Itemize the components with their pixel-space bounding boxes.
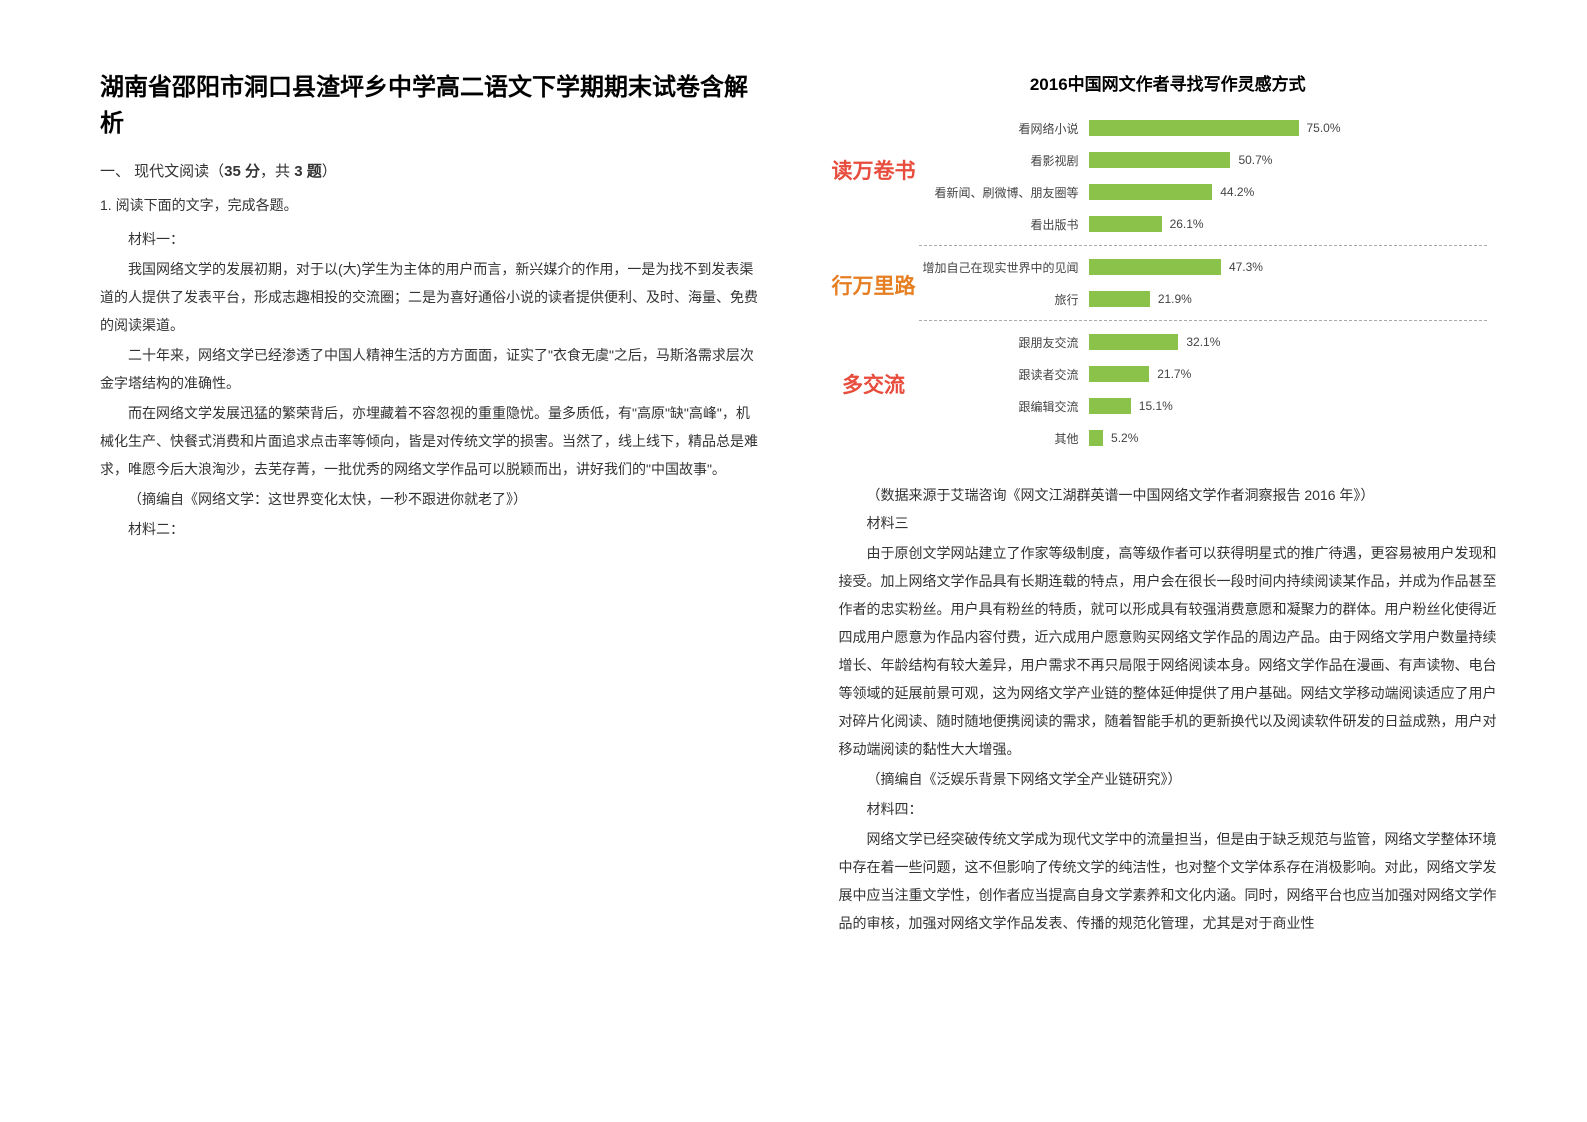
chart-category-label: 看网络小说 [919, 120, 1089, 137]
section-heading: 一、 现代文阅读（35 分，共 3 题） [100, 160, 759, 181]
chart-bar-wrap: 32.1% [1089, 334, 1488, 350]
chart-bar-wrap: 44.2% [1089, 184, 1488, 200]
chart-value-label: 47.3% [1229, 260, 1263, 274]
chart-category-label: 旅行 [919, 291, 1089, 308]
chart-row: 跟读者交流 21.7% [919, 359, 1488, 389]
material-3-label: 材料三 [839, 509, 1498, 537]
chart-value-label: 21.9% [1158, 292, 1192, 306]
chart-bar [1089, 120, 1299, 136]
chart-category-label: 跟编辑交流 [919, 398, 1089, 415]
chart-bar [1089, 366, 1150, 382]
chart-group: 多交流跟朋友交流32.1%跟读者交流21.7%跟编辑交流15.1%其他5.2% [839, 327, 1488, 453]
chart-divider [919, 245, 1488, 246]
material-1-label: 材料一： [100, 225, 759, 253]
section-mid: ，共 [260, 163, 294, 180]
chart-row: 跟编辑交流 15.1% [919, 391, 1488, 421]
chart-category-label: 看新闻、刷微博、朋友圈等 [919, 184, 1089, 201]
section-count: 3 题 [294, 163, 322, 180]
chart-row: 看网络小说 75.0% [919, 113, 1488, 143]
bar-chart: 读万卷书看网络小说75.0%看影视剧50.7%看新闻、刷微博、朋友圈等44.2%… [839, 113, 1498, 465]
material-3-source: （摘编自《泛娱乐背景下网络文学全产业链研究》） [839, 765, 1498, 793]
material-1-paragraph-3: 而在网络文学发展迅猛的繁荣背后，亦埋藏着不容忽视的重重隐忧。量多质低，有"高原"… [100, 399, 759, 483]
chart-value-label: 32.1% [1186, 335, 1220, 349]
chart-value-label: 15.1% [1139, 399, 1173, 413]
chart-bar-wrap: 47.3% [1089, 259, 1488, 275]
chart-bar-wrap: 26.1% [1089, 216, 1488, 232]
chart-bar [1089, 334, 1179, 350]
chart-divider [919, 320, 1488, 321]
chart-value-label: 44.2% [1220, 185, 1254, 199]
material-4-label: 材料四： [839, 795, 1498, 823]
chart-bar [1089, 398, 1131, 414]
chart-bar-wrap: 50.7% [1089, 152, 1488, 168]
chart-value-label: 50.7% [1238, 153, 1272, 167]
chart-bar-wrap: 15.1% [1089, 398, 1488, 414]
material-4-paragraph-1: 网络文学已经突破传统文学成为现代文学中的流量担当，但是由于缺乏规范与监管，网络文… [839, 825, 1498, 937]
chart-category-label: 看影视剧 [919, 152, 1089, 169]
chart-bar-wrap: 5.2% [1089, 430, 1488, 446]
chart-value-label: 5.2% [1111, 431, 1138, 445]
chart-group-label: 读万卷书 [829, 155, 919, 185]
chart-category-label: 看出版书 [919, 216, 1089, 233]
chart-bar [1089, 184, 1213, 200]
chart-row: 看影视剧 50.7% [919, 145, 1488, 175]
chart-row: 增加自己在现实世界中的见闻 47.3% [919, 252, 1488, 282]
right-column: 2016中国网文作者寻找写作灵感方式 读万卷书 看网络小说 75.0% 看影视剧 50.… [799, 70, 1498, 1082]
chart-bar [1089, 430, 1104, 446]
chart-value-label: 75.0% [1307, 121, 1341, 135]
question-1-label: 1. 阅读下面的文字，完成各题。 [100, 195, 759, 215]
material-1-source: （摘编自《网络文学：这世界变化太快，一秒不跟进你就老了》） [100, 485, 759, 513]
chart-group: 行万里路增加自己在现实世界中的见闻47.3%旅行21.9% [839, 252, 1488, 314]
chart-group-label: 行万里路 [829, 270, 919, 300]
chart-bar-wrap: 21.7% [1089, 366, 1488, 382]
section-score: 35 分 [224, 163, 260, 180]
material-3-paragraph-1: 由于原创文学网站建立了作家等级制度，高等级作者可以获得明星式的推广待遇，更容易被… [839, 539, 1498, 763]
chart-bar-wrap: 21.9% [1089, 291, 1488, 307]
document-title: 湖南省邵阳市洞口县渣坪乡中学高二语文下学期期末试卷含解析 [100, 70, 759, 142]
chart-category-label: 跟朋友交流 [919, 334, 1089, 351]
chart-value-label: 26.1% [1170, 217, 1204, 231]
chart-row: 跟朋友交流 32.1% [919, 327, 1488, 357]
material-1-paragraph-1: 我国网络文学的发展初期，对于以(大)学生为主体的用户而言，新兴媒介的作用，一是为… [100, 255, 759, 339]
chart-bar [1089, 259, 1221, 275]
chart-title: 2016中国网文作者寻找写作灵感方式 [839, 70, 1498, 95]
chart-row: 看新闻、刷微博、朋友圈等 44.2% [919, 177, 1488, 207]
chart-group-label: 多交流 [829, 369, 919, 399]
material-1-paragraph-2: 二十年来，网络文学已经渗透了中国人精神生活的方方面面，证实了"衣食无虞"之后，马… [100, 341, 759, 397]
material-2-label: 材料二： [100, 515, 759, 543]
chart-row: 看出版书 26.1% [919, 209, 1488, 239]
chart-bar [1089, 291, 1150, 307]
section-suffix: ） [322, 163, 337, 180]
chart-category-label: 其他 [919, 430, 1089, 447]
chart-bar-wrap: 75.0% [1089, 120, 1488, 136]
chart-bar [1089, 152, 1231, 168]
left-column: 湖南省邵阳市洞口县渣坪乡中学高二语文下学期期末试卷含解析 一、 现代文阅读（35… [100, 70, 799, 1082]
chart-bar [1089, 216, 1162, 232]
section-prefix: 一、 现代文阅读（ [100, 163, 224, 180]
chart-category-label: 增加自己在现实世界中的见闻 [919, 259, 1089, 276]
chart-group: 读万卷书看网络小说75.0%看影视剧50.7%看新闻、刷微博、朋友圈等44.2%… [839, 113, 1488, 239]
chart-value-label: 21.7% [1157, 367, 1191, 381]
chart-row: 旅行 21.9% [919, 284, 1488, 314]
chart-source: （数据来源于艾瑞咨询《网文江湖群英谱一中国网络文学作者洞察报告 2016 年》） [839, 481, 1498, 509]
chart-category-label: 跟读者交流 [919, 366, 1089, 383]
chart-row: 其他 5.2% [919, 423, 1488, 453]
